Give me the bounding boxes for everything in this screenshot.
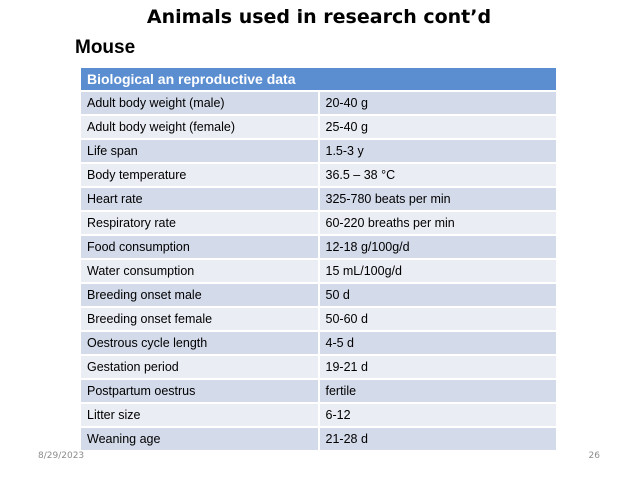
- value-cell: 50-60 d: [318, 307, 556, 332]
- param-cell: Heart rate: [81, 187, 320, 212]
- slide-subtitle: Mouse: [75, 37, 136, 58]
- value-cell: 15 mL/100g/d: [318, 259, 556, 284]
- value-cell: 6-12: [318, 403, 556, 428]
- table-row: Postpartum oestrus fertile: [81, 379, 556, 404]
- param-cell: Adult body weight (female): [81, 115, 320, 140]
- value-cell: 25-40 g: [318, 115, 556, 140]
- param-cell: Weaning age: [81, 427, 320, 452]
- value-cell: 21-28 d: [318, 427, 556, 452]
- table-row: Gestation period 19-21 d: [81, 355, 556, 380]
- table-row: Oestrous cycle length 4-5 d: [81, 331, 556, 356]
- table-header-row: Biological an reproductive data: [81, 68, 556, 92]
- param-cell: Gestation period: [81, 355, 320, 380]
- biological-data-table: Biological an reproductive data Adult bo…: [81, 68, 556, 452]
- value-cell: 60-220 breaths per min: [318, 211, 556, 236]
- table-row: Water consumption 15 mL/100g/d: [81, 259, 556, 284]
- table-row: Food consumption 12-18 g/100g/d: [81, 235, 556, 260]
- value-cell: 12-18 g/100g/d: [318, 235, 556, 260]
- param-cell: Food consumption: [81, 235, 320, 260]
- slide-title: Animals used in research cont’d: [146, 6, 492, 28]
- table-row: Weaning age 21-28 d: [81, 427, 556, 452]
- table-row: Breeding onset female 50-60 d: [81, 307, 556, 332]
- param-cell: Litter size: [81, 403, 320, 428]
- table-row: Adult body weight (male) 20-40 g: [81, 91, 556, 116]
- value-cell: 325-780 beats per min: [318, 187, 556, 212]
- param-cell: Life span: [81, 139, 320, 164]
- value-cell: 20-40 g: [318, 91, 556, 116]
- param-cell: Oestrous cycle length: [81, 331, 320, 356]
- value-cell: fertile: [318, 379, 556, 404]
- table-header: Biological an reproductive data: [81, 68, 556, 92]
- value-cell: 36.5 – 38 °C: [318, 163, 556, 188]
- table-row: Respiratory rate 60-220 breaths per min: [81, 211, 556, 236]
- value-cell: 4-5 d: [318, 331, 556, 356]
- param-cell: Body temperature: [81, 163, 320, 188]
- value-cell: 19-21 d: [318, 355, 556, 380]
- param-cell: Breeding onset male: [81, 283, 320, 308]
- param-cell: Respiratory rate: [81, 211, 320, 236]
- param-cell: Breeding onset female: [81, 307, 320, 332]
- param-cell: Adult body weight (male): [81, 91, 320, 116]
- table-row: Litter size 6-12: [81, 403, 556, 428]
- table-row: Adult body weight (female) 25-40 g: [81, 115, 556, 140]
- value-cell: 1.5-3 y: [318, 139, 556, 164]
- value-cell: 50 d: [318, 283, 556, 308]
- footer-date: 8/29/2023: [38, 451, 85, 461]
- param-cell: Postpartum oestrus: [81, 379, 320, 404]
- table-row: Breeding onset male 50 d: [81, 283, 556, 308]
- table-row: Heart rate 325-780 beats per min: [81, 187, 556, 212]
- param-cell: Water consumption: [81, 259, 320, 284]
- table-row: Life span 1.5-3 y: [81, 139, 556, 164]
- footer-page-number: 26: [588, 451, 600, 461]
- table-row: Body temperature 36.5 – 38 °C: [81, 163, 556, 188]
